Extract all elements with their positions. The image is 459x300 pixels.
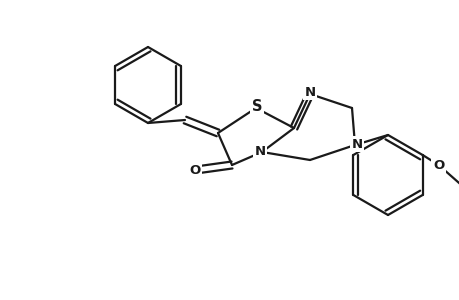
Text: O: O [189,164,200,176]
Text: S: S [251,98,262,113]
Text: N: N [304,85,315,98]
Text: O: O [432,158,443,172]
Text: N: N [254,145,265,158]
Text: N: N [351,137,362,151]
